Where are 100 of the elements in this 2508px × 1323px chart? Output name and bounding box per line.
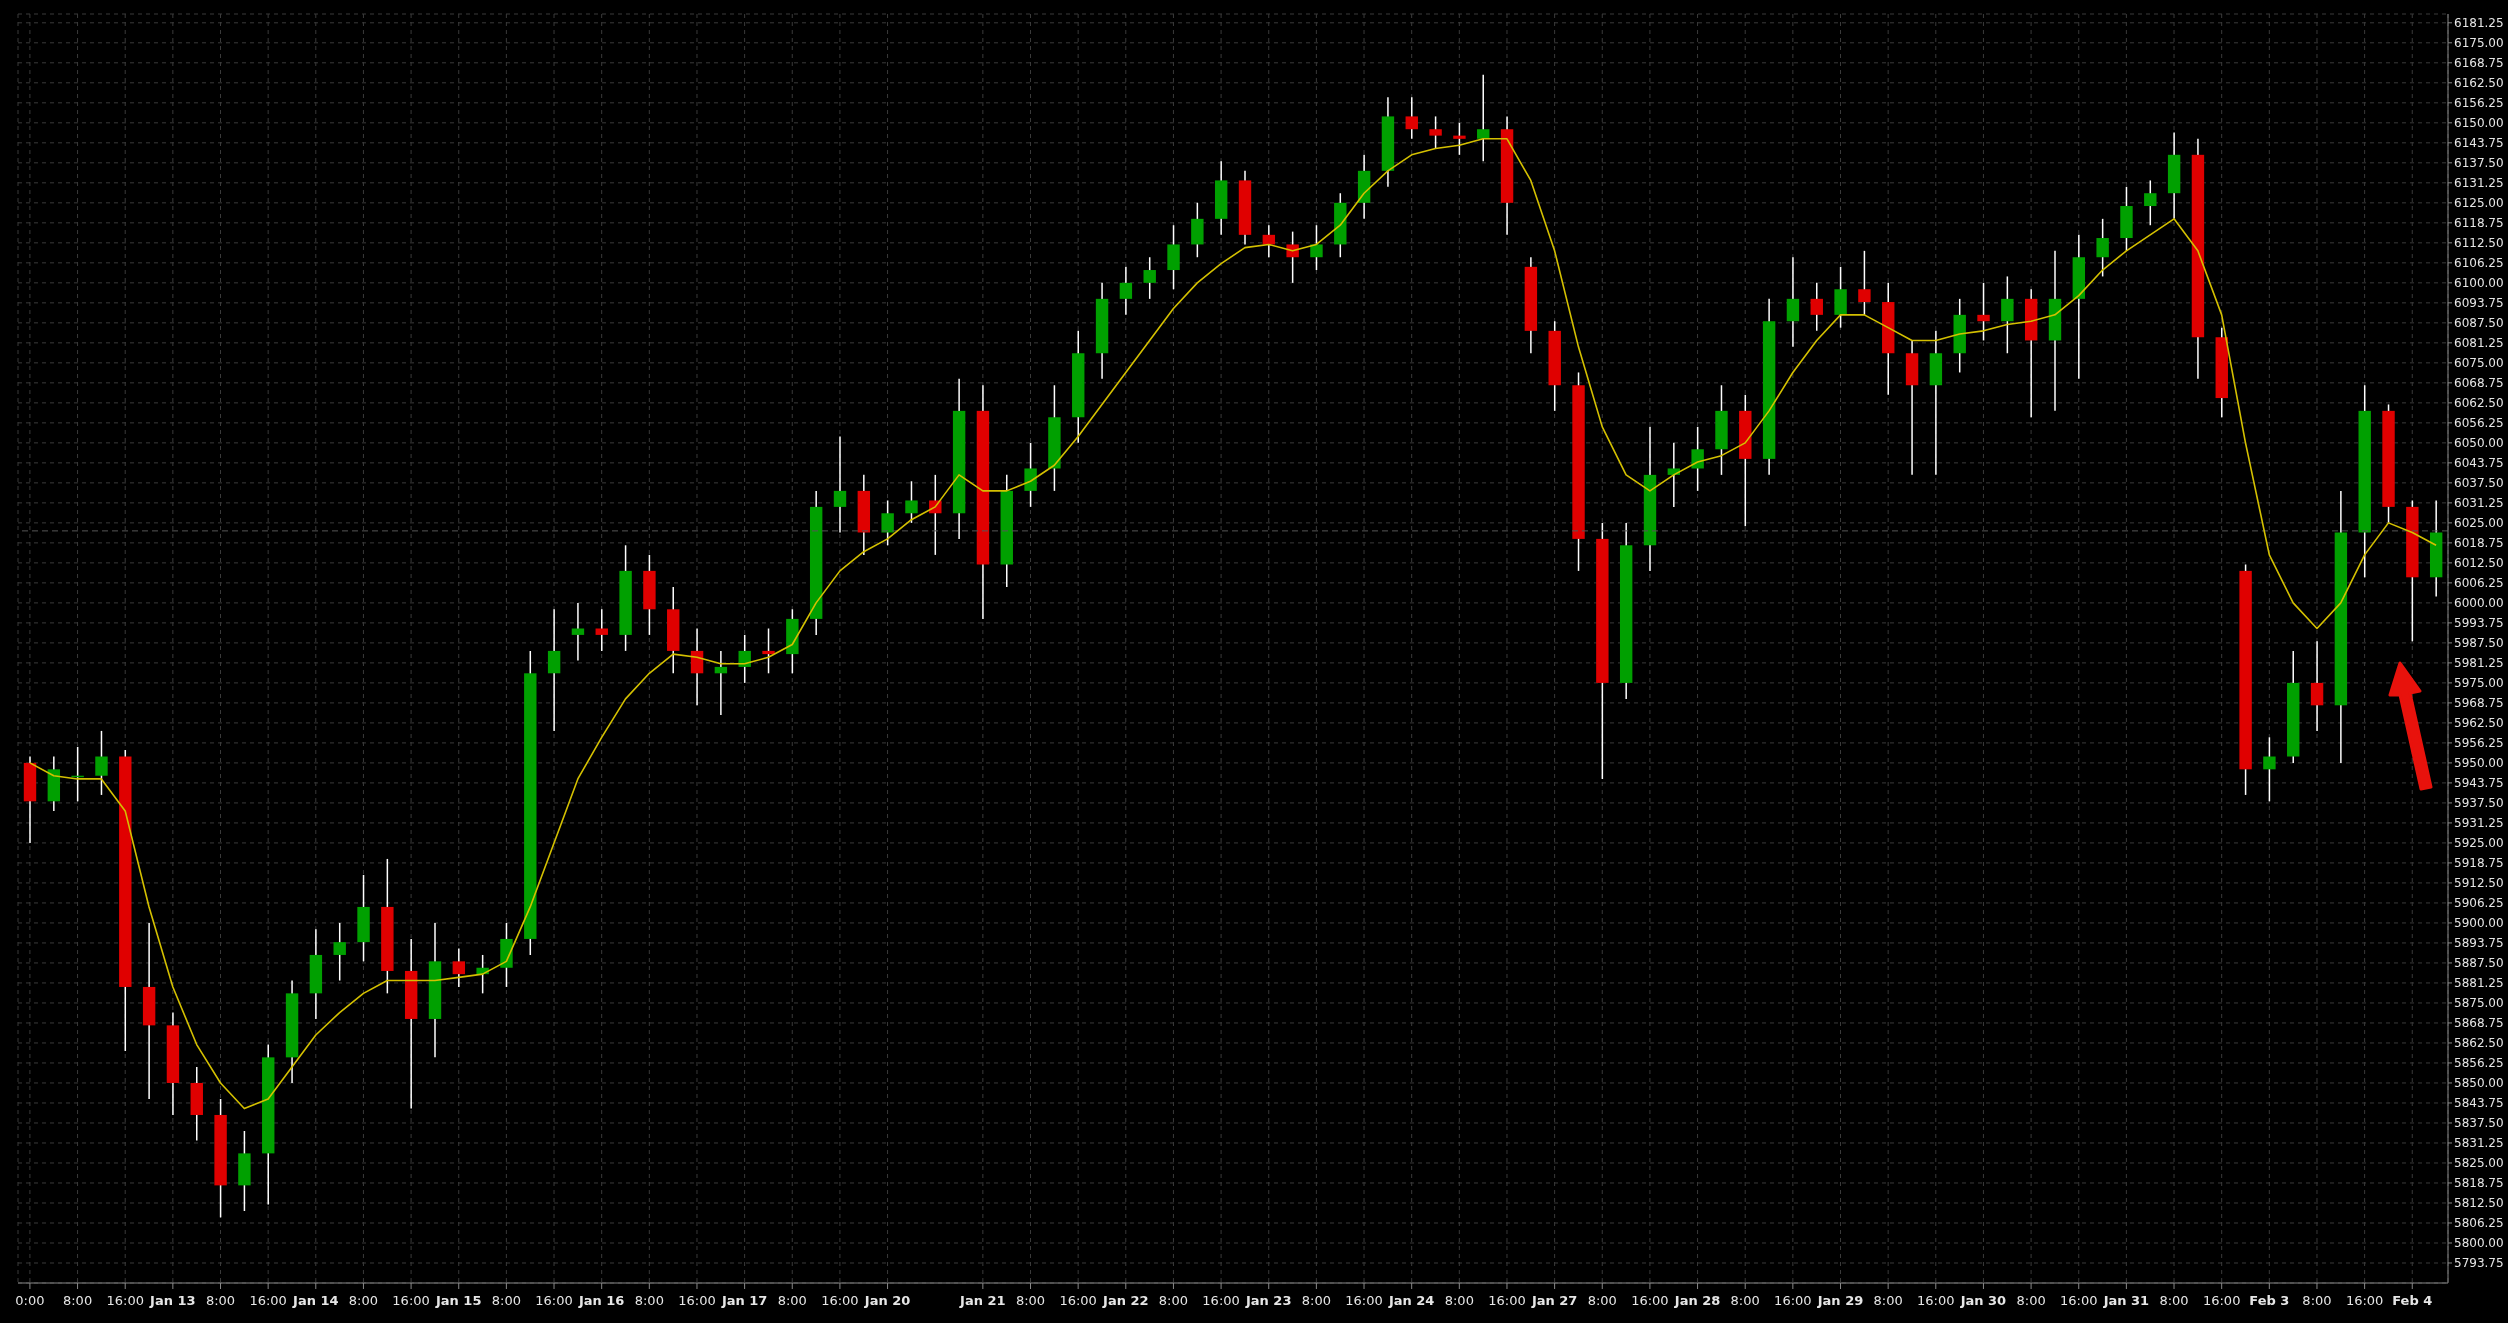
- x-tick-label: Jan 21: [959, 1293, 1006, 1308]
- x-tick-label: 16:00: [1488, 1293, 1526, 1308]
- y-tick-label: 5925.00: [2454, 836, 2504, 851]
- candlestick: [762, 627, 775, 675]
- y-tick-label: 6025.00: [2454, 516, 2504, 531]
- candlestick: [1810, 282, 1823, 332]
- y-tick-label: 6100.00: [2454, 276, 2504, 291]
- x-tick-label: 8:00: [491, 1293, 521, 1308]
- x-tick-label: Jan 28: [1673, 1293, 1721, 1308]
- x-tick-label: 8:00: [1301, 1293, 1331, 1308]
- y-tick-label: 5937.50: [2454, 796, 2504, 811]
- y-tick-label: 5843.75: [2454, 1096, 2504, 1111]
- y-tick-label: 6012.50: [2454, 556, 2504, 571]
- x-tick-label: Feb 4: [2392, 1293, 2433, 1308]
- candlestick: [905, 480, 918, 524]
- x-tick-label: 8:00: [2159, 1293, 2189, 1308]
- x-tick-label: 16:00: [1345, 1293, 1383, 1308]
- x-tick-label: 8:00: [777, 1293, 807, 1308]
- x-tick-label: 16:00: [821, 1293, 859, 1308]
- x-tick-label: 16:00: [249, 1293, 287, 1308]
- y-tick-label: 6068.75: [2454, 376, 2504, 391]
- candlestick: [547, 608, 561, 732]
- x-tick-label: 8:00: [1730, 1293, 1760, 1308]
- y-tick-label: 5818.75: [2454, 1176, 2504, 1191]
- y-tick-label: 6143.75: [2454, 136, 2504, 151]
- x-tick-label: Jan 14: [292, 1293, 339, 1308]
- y-tick-label: 6018.75: [2454, 536, 2504, 551]
- x-tick-label: 16:00: [1631, 1293, 1669, 1308]
- y-tick-label: 5918.75: [2454, 856, 2504, 871]
- y-tick-label: 5856.25: [2454, 1056, 2504, 1071]
- x-tick-label: 16:00: [2202, 1293, 2241, 1308]
- candlestick: [571, 602, 585, 662]
- y-tick-label: 6075.00: [2454, 356, 2504, 371]
- x-tick-label: 8:00: [2016, 1293, 2046, 1308]
- x-tick-label: Jan 24: [1387, 1293, 1435, 1308]
- x-tick-label: Jan 17: [720, 1293, 768, 1308]
- y-tick-label: 5962.50: [2454, 716, 2504, 731]
- candlestick: [1477, 74, 1490, 162]
- x-tick-label: 16:00: [1059, 1293, 1097, 1308]
- y-tick-label: 6037.50: [2454, 476, 2504, 491]
- y-tick-label: 6131.25: [2454, 176, 2504, 191]
- x-tick-label: 8:00: [1015, 1293, 1046, 1308]
- x-tick-label: 8:00: [1158, 1293, 1189, 1308]
- y-tick-label: 5968.75: [2454, 696, 2504, 711]
- x-tick-label: 0:00: [15, 1293, 45, 1308]
- y-tick-label: 5837.50: [2454, 1116, 2504, 1131]
- y-tick-label: 6093.75: [2454, 296, 2504, 311]
- y-tick-label: 5881.25: [2454, 976, 2504, 991]
- y-tick-label: 6112.50: [2454, 236, 2504, 251]
- x-tick-label: 16:00: [1917, 1293, 1955, 1308]
- candlestick: [2144, 179, 2157, 226]
- y-tick-label: 5862.50: [2454, 1036, 2504, 1051]
- y-tick-label: 6087.50: [2454, 316, 2504, 331]
- y-tick-label: 5912.50: [2454, 876, 2504, 891]
- y-tick-label: 5943.75: [2454, 776, 2504, 791]
- y-tick-label: 5975.00: [2454, 676, 2504, 691]
- y-tick-label: 5981.25: [2454, 656, 2504, 671]
- x-tick-label: Jan 20: [863, 1293, 911, 1308]
- x-tick-label: 16:00: [2060, 1293, 2098, 1308]
- x-tick-label: Jan 16: [577, 1293, 625, 1308]
- y-tick-label: 5956.25: [2454, 736, 2504, 751]
- y-tick-label: 6150.00: [2454, 116, 2504, 131]
- candlestick: [595, 608, 608, 652]
- x-tick-label: 8:00: [205, 1293, 236, 1308]
- candlestick: [1143, 256, 1156, 300]
- candlestick: [1405, 96, 1418, 140]
- x-tick-label: 8:00: [2302, 1293, 2332, 1308]
- candlestick: [833, 435, 847, 534]
- y-tick-label: 5893.75: [2454, 936, 2504, 951]
- y-tick-label: 6137.50: [2454, 156, 2504, 171]
- x-tick-label: Feb 3: [2249, 1293, 2290, 1308]
- y-tick-label: 5831.25: [2454, 1136, 2504, 1151]
- y-tick-label: 5950.00: [2454, 756, 2504, 771]
- y-tick-label: 6062.50: [2454, 396, 2504, 411]
- candlestick: [1786, 256, 1800, 348]
- y-tick-label: 6156.25: [2454, 96, 2504, 111]
- y-tick-label: 6081.25: [2454, 336, 2504, 351]
- y-tick-label: 5806.25: [2454, 1216, 2504, 1231]
- y-tick-label: 5812.50: [2454, 1196, 2504, 1211]
- candlestick: [881, 499, 894, 547]
- y-tick-label: 5800.00: [2454, 1236, 2504, 1251]
- x-tick-label: 8:00: [62, 1293, 93, 1308]
- x-tick-label: 8:00: [634, 1293, 664, 1308]
- y-tick-label: 5887.50: [2454, 956, 2504, 971]
- candlestick: [1977, 282, 1990, 342]
- x-tick-label: 16:00: [1202, 1293, 1240, 1308]
- x-tick-label: Jan 22: [1102, 1293, 1149, 1308]
- candlestick: [2263, 736, 2276, 803]
- candlestick: [1024, 442, 1037, 508]
- x-tick-label: Jan 23: [1244, 1293, 1292, 1308]
- candlestick: [2096, 218, 2109, 278]
- candlestick: [95, 730, 108, 796]
- y-tick-label: 5868.75: [2454, 1016, 2504, 1031]
- y-tick-label: 5875.00: [2454, 996, 2504, 1011]
- y-tick-label: 6168.75: [2454, 56, 2504, 71]
- y-tick-label: 5850.00: [2454, 1076, 2504, 1091]
- candlestick: [452, 947, 466, 988]
- y-tick-label: 5793.75: [2454, 1256, 2504, 1271]
- candlestick: [1429, 115, 1442, 150]
- x-tick-label: Jan 29: [1816, 1293, 1864, 1308]
